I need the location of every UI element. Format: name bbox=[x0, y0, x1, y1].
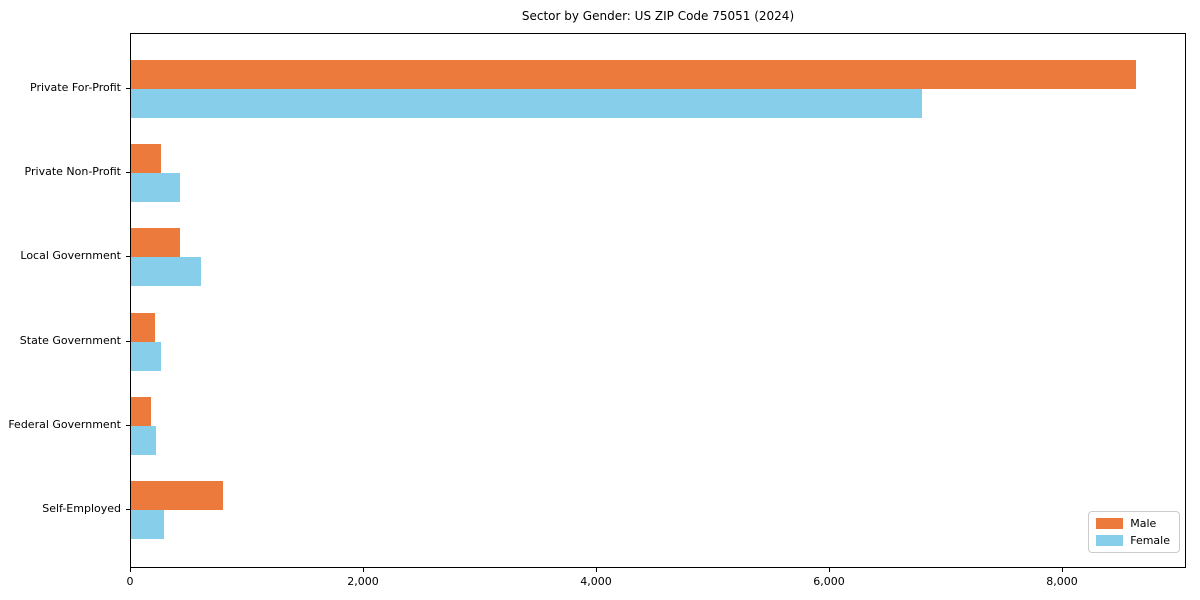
bar-female-1 bbox=[131, 173, 180, 203]
bar-male-2 bbox=[131, 228, 180, 258]
bar-male-3 bbox=[131, 312, 155, 342]
male-swatch bbox=[1096, 518, 1124, 529]
bar-male-1 bbox=[131, 144, 162, 174]
xtick-mark-2 bbox=[596, 568, 597, 572]
xtick-label-2: 4,000 bbox=[580, 575, 612, 588]
legend: Male Female bbox=[1088, 511, 1180, 553]
xtick-mark-3 bbox=[829, 568, 830, 572]
ytick-label-5: Self-Employed bbox=[42, 502, 121, 515]
chart-title: Sector by Gender: US ZIP Code 75051 (202… bbox=[521, 9, 795, 23]
ytick-label-0: Private For-Profit bbox=[30, 81, 121, 94]
legend-label-male: Male bbox=[1130, 517, 1157, 530]
xtick-label-0: 0 bbox=[126, 575, 134, 588]
bar-male-0 bbox=[131, 60, 1137, 89]
ytick-mark-4 bbox=[126, 424, 130, 426]
bar-female-2 bbox=[131, 257, 201, 287]
ytick-label-2: Local Government bbox=[20, 249, 121, 263]
xtick-mark-1 bbox=[363, 568, 364, 572]
ytick-mark-1 bbox=[126, 172, 130, 174]
ytick-label-3: State Government bbox=[19, 333, 121, 347]
ytick-mark-2 bbox=[126, 256, 130, 258]
bar-male-5 bbox=[131, 481, 223, 510]
plot-area: Male Female bbox=[130, 33, 1186, 568]
xtick-mark-4 bbox=[1062, 568, 1063, 572]
bar-female-5 bbox=[131, 510, 165, 539]
ytick-label-4: Federal Government bbox=[8, 417, 121, 431]
ytick-mark-5 bbox=[126, 509, 130, 510]
xtick-label-4: 8,000 bbox=[1046, 575, 1078, 588]
legend-label-female: Female bbox=[1130, 534, 1170, 547]
ytick-mark-3 bbox=[126, 340, 130, 342]
bar-male-4 bbox=[131, 396, 151, 426]
female-swatch bbox=[1096, 535, 1124, 546]
xtick-label-3: 6,000 bbox=[813, 575, 845, 588]
legend-item-female: Female bbox=[1096, 534, 1170, 547]
legend-item-male: Male bbox=[1096, 517, 1170, 530]
xtick-label-1: 2,000 bbox=[347, 575, 379, 588]
bar-female-4 bbox=[131, 425, 156, 455]
ytick-label-1: Private Non-Profit bbox=[24, 165, 121, 179]
bar-female-0 bbox=[131, 89, 922, 118]
bar-female-3 bbox=[131, 341, 162, 371]
xtick-mark-0 bbox=[130, 568, 131, 572]
ytick-mark-0 bbox=[126, 88, 130, 89]
